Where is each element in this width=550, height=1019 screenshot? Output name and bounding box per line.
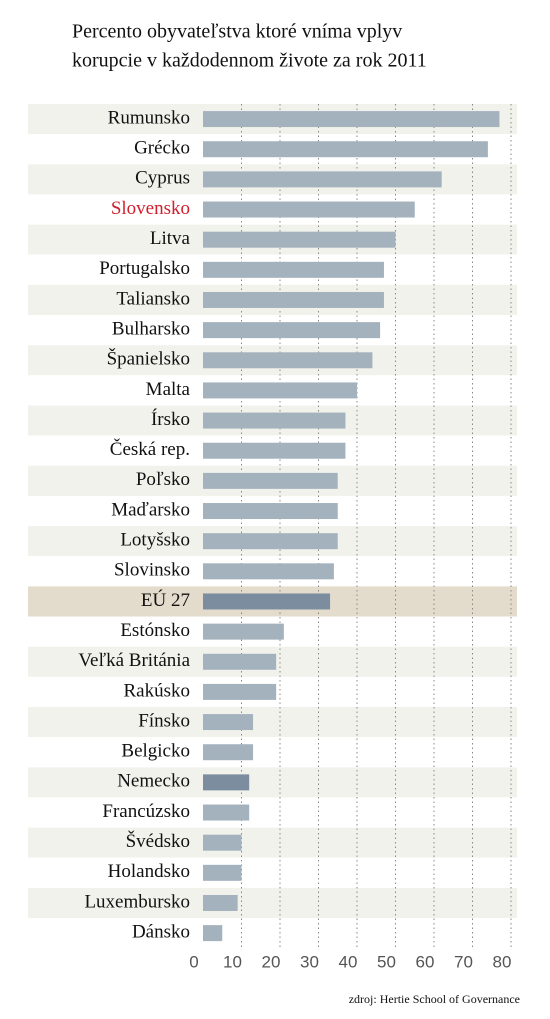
row-band [28,887,517,919]
x-tick-label: 50 [377,953,396,972]
chart-title: Percento obyvateľstva ktoré vníma vplyv [72,21,402,43]
y-tick-label: Dánsko [132,921,190,942]
y-tick-label: Malta [146,379,191,400]
bar [203,322,381,339]
x-tick-label: 40 [339,953,358,972]
bars [203,111,500,942]
bar [203,714,254,731]
y-tick-label: Taliansko [116,288,190,309]
y-tick-label: Švédsko [126,830,190,852]
bar [203,412,346,429]
row-band [28,797,517,828]
chart-title: korupcie v každodennom živote za rok 201… [72,50,427,72]
y-tick-label: Holandsko [108,861,190,882]
row-band [28,767,517,798]
x-tick-label: 10 [223,953,242,972]
row-band [28,827,517,858]
y-tick-label: Maďarsko [111,499,190,520]
bar [203,382,357,399]
bar [203,533,338,550]
x-tick-label: 80 [493,953,512,972]
y-tick-label: Francúzsko [102,801,190,822]
x-tick-label: 70 [454,953,473,972]
bar [203,864,242,881]
bar [203,352,373,369]
source: zdroj: Hertie School of Governance [349,992,520,1006]
bar [203,623,284,640]
row-band [28,707,517,738]
bar [203,261,384,278]
y-tick-label: Bulharsko [112,318,190,339]
y-tick-label: Slovensko [111,198,190,219]
bar [203,653,277,670]
y-tick-label: Rakúsko [124,680,191,701]
x-tick-label: 30 [300,953,319,972]
bar [203,804,250,821]
y-tick-label: Slovinsko [114,560,190,581]
bar [203,141,488,158]
y-tick-label: Grécko [134,138,190,159]
bar [203,201,415,218]
x-tick-label: 0 [189,953,198,972]
y-tick-label: Španielsko [107,348,190,370]
y-tick-label: Nemecko [117,771,190,792]
bar [203,774,250,791]
y-tick-label: Írsko [151,408,190,430]
y-tick-label: EÚ 27 [141,589,190,611]
bar [203,744,254,761]
bar [203,683,277,700]
bar [203,894,238,911]
x-tick-label: 20 [262,953,281,972]
y-tick-label: Portugalsko [99,258,190,279]
row-band [28,918,517,949]
x-tick-label: 60 [416,953,435,972]
bar [203,291,384,308]
y-tick-label: Poľsko [136,469,190,490]
y-tick-label: Česká rep. [110,438,190,460]
bar [203,231,396,248]
y-tick-label: Litva [150,228,191,249]
row-band [28,737,517,768]
bar [203,472,338,489]
bar [203,925,223,942]
row-band [28,857,517,888]
y-tick-label: Veľká Británia [78,650,190,671]
y-tick-label: Lotyšsko [120,530,190,551]
y-tick-label: Estónsko [120,620,190,641]
bar [203,111,500,128]
bar [203,503,338,520]
y-tick-label: Belgicko [121,741,190,762]
y-tick-label: Fínsko [138,710,190,731]
bar [203,834,242,851]
y-tick-label: Rumunsko [108,107,190,128]
y-tick-label: Cyprus [135,168,190,189]
bar [203,563,334,580]
bar [203,171,442,188]
rows [28,104,517,949]
bar [203,442,346,459]
y-tick-label: Luxembursko [84,891,190,912]
bar [203,593,331,610]
